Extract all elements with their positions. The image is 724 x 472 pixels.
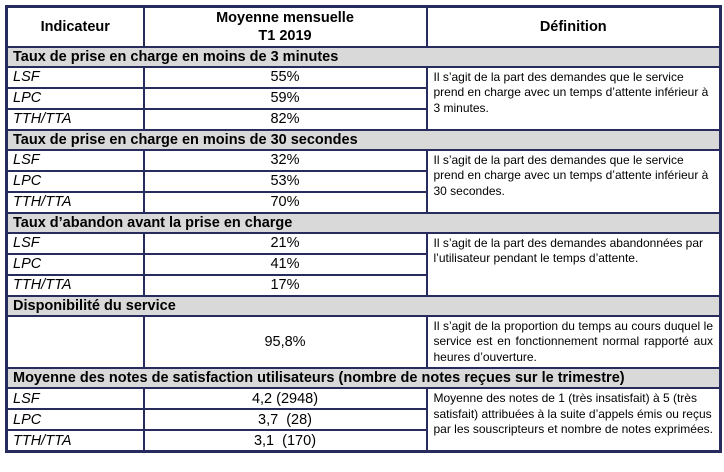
row-value: 21% xyxy=(142,231,428,255)
row-label: LPC xyxy=(5,86,145,110)
row-label: LPC xyxy=(5,408,145,432)
row-label: LSF xyxy=(5,148,145,172)
row-label: LSF xyxy=(5,387,145,411)
section-title-row: Taux de prise en charge en moins de 3 mi… xyxy=(5,45,722,68)
table-row: LSF 4,2 (2948) Moyenne des notes de 1 (t… xyxy=(5,387,722,453)
table-row: LPC 3,7 (28) xyxy=(5,408,721,432)
table-row: TTH/TTA 3,1 (170) xyxy=(5,429,721,453)
row-value: 3,7 (28) xyxy=(142,408,428,432)
section-definition: Il s’agit de la part des demandes que le… xyxy=(425,148,722,214)
table-header: Indicateur Moyenne mensuelle T1 2019 Déf… xyxy=(5,5,722,48)
row-value: 32% xyxy=(142,148,428,172)
row-label: LSF xyxy=(5,231,145,255)
section-definition: Il s’agit de la part des demandes abando… xyxy=(425,231,722,297)
section-title: Moyenne des notes de satisfaction utilis… xyxy=(5,367,722,390)
section-title: Taux de prise en charge en moins de 3 mi… xyxy=(5,45,722,68)
row-label: LPC xyxy=(5,169,145,193)
table-row: TTH/TTA 17% xyxy=(5,273,721,297)
row-value: 95,8% xyxy=(142,314,428,370)
row-value: 41% xyxy=(142,252,428,276)
section-title-row: Taux de prise en charge en moins de 30 s… xyxy=(5,128,722,151)
row-label: TTH/TTA xyxy=(5,190,145,214)
header-average-line2: T1 2019 xyxy=(258,27,312,44)
section-definition: Moyenne des notes de 1 (très insatisfait… xyxy=(425,387,722,453)
row-value: 17% xyxy=(142,273,428,297)
section-title-row: Moyenne des notes de satisfaction utilis… xyxy=(5,367,722,390)
row-label: LPC xyxy=(5,252,145,276)
header-average-line1: Moyenne mensuelle xyxy=(216,9,354,26)
row-value: 55% xyxy=(142,65,428,89)
table-row: LPC 53% xyxy=(5,169,721,193)
section-title: Taux d’abandon avant la prise en charge xyxy=(5,211,722,234)
row-value: 82% xyxy=(142,107,428,131)
row-label: TTH/TTA xyxy=(5,273,145,297)
section-title: Disponibilité du service xyxy=(5,294,722,317)
section-title: Taux de prise en charge en moins de 30 s… xyxy=(5,128,722,151)
table-header-row: Indicateur Moyenne mensuelle T1 2019 Déf… xyxy=(5,5,722,48)
header-average: Moyenne mensuelle T1 2019 xyxy=(142,5,428,48)
section-title-row: Disponibilité du service xyxy=(5,294,722,317)
indicators-table: Indicateur Moyenne mensuelle T1 2019 Déf… xyxy=(5,5,722,453)
table-row: LSF 21% Il s’agit de la part des demande… xyxy=(5,231,722,297)
table-row: LPC 59% xyxy=(5,86,721,110)
row-label: TTH/TTA xyxy=(5,107,145,131)
table-body: Taux de prise en charge en moins de 3 mi… xyxy=(5,45,722,453)
row-label: TTH/TTA xyxy=(5,429,145,453)
row-label xyxy=(5,314,145,370)
section-definition: Il s’agit de la part des demandes que le… xyxy=(425,65,722,131)
section-definition: Il s’agit de la proportion du temps au c… xyxy=(425,314,722,370)
table-row: LSF 32% Il s’agit de la part des demande… xyxy=(5,148,722,214)
table-row: LSF 55% Il s’agit de la part des demande… xyxy=(5,65,722,131)
table-row: 95,8% Il s’agit de la proportion du temp… xyxy=(5,314,722,370)
table-row: TTH/TTA 82% xyxy=(5,107,721,131)
header-indicator: Indicateur xyxy=(5,5,145,48)
row-value: 4,2 (2948) xyxy=(142,387,428,411)
table-row: LPC 41% xyxy=(5,252,721,276)
row-label: LSF xyxy=(5,65,145,89)
row-value: 70% xyxy=(142,190,428,214)
header-definition: Définition xyxy=(425,5,722,48)
row-value: 59% xyxy=(142,86,428,110)
row-value: 3,1 (170) xyxy=(142,429,428,453)
section-title-row: Taux d’abandon avant la prise en charge xyxy=(5,211,722,234)
row-value: 53% xyxy=(142,169,428,193)
table-row: TTH/TTA 70% xyxy=(5,190,721,214)
